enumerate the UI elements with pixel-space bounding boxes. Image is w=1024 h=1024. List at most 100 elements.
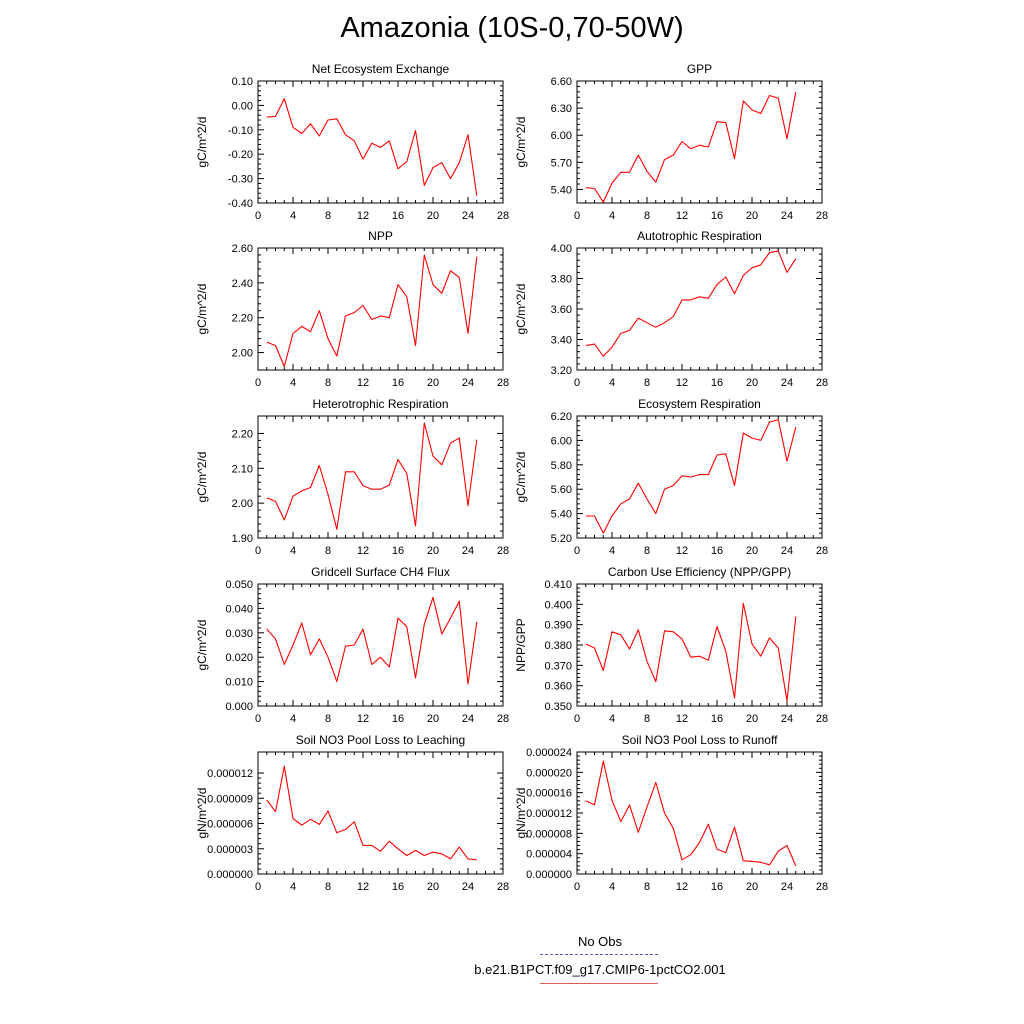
y-axis-label: NPP/GPP (514, 618, 528, 671)
y-tick-label: 0.000020 (526, 767, 572, 779)
y-axis-label: gC/m^2/d (195, 452, 209, 503)
y-tick-label: 0.010 (225, 677, 253, 689)
x-tick-label: 16 (392, 377, 404, 389)
series-line (585, 760, 797, 867)
plot-frame (257, 415, 504, 539)
y-tick-label: 5.60 (551, 484, 572, 496)
x-tick-label: 16 (392, 210, 404, 222)
panel-title: Soil NO3 Pool Loss to Leaching (296, 733, 465, 747)
y-tick-label: 5.40 (551, 184, 572, 196)
y-tick-label: 6.60 (551, 76, 572, 88)
y-tick-label: 5.20 (551, 533, 572, 545)
series-line (266, 765, 477, 861)
legend-case-label: b.e21.B1PCT.f09_g17.CMIP6-1pctCO2.001 (474, 962, 726, 977)
x-tick-label: 16 (711, 713, 723, 725)
chart-panel: GPP gC/m^2/d 0 4 8 12 16 20 24 28 6.60 6.30 6.00 5.70… (514, 62, 828, 222)
series-line (266, 596, 478, 685)
x-tick-label: 8 (325, 377, 331, 389)
plot-frame (257, 583, 504, 707)
y-tick-label: 0.000000 (526, 869, 572, 881)
x-tick-label: 28 (816, 545, 828, 557)
x-tick-label: 28 (497, 881, 509, 893)
x-tick-label: 20 (746, 210, 758, 222)
x-tick-label: 24 (462, 881, 474, 893)
x-tick-label: 16 (392, 545, 404, 557)
y-tick-label: 0.360 (544, 681, 572, 693)
x-tick-label: 8 (644, 210, 650, 222)
x-tick-label: 0 (255, 377, 261, 389)
y-axis-label: gN/m^2/d (514, 788, 528, 839)
y-tick-label: 0.400 (544, 599, 572, 611)
x-tick-label: 16 (711, 545, 723, 557)
y-tick-label: 0.410 (544, 579, 572, 591)
legend-obs-label: No Obs (577, 934, 623, 949)
y-tick-label: 5.40 (551, 509, 572, 521)
x-tick-label: 8 (325, 545, 331, 557)
x-tick-label: 8 (644, 377, 650, 389)
plot-frame (576, 415, 823, 539)
panel-title: Carbon Use Efficiency (NPP/GPP) (608, 565, 791, 579)
y-tick-label: 4.00 (551, 243, 572, 255)
series-line (266, 254, 478, 368)
chart-panel: Soil NO3 Pool Loss to Leaching gN/m^2/d 0 4… (195, 733, 509, 893)
x-tick-label: 0 (255, 545, 261, 557)
y-tick-label: 5.80 (551, 460, 572, 472)
x-tick-label: 16 (711, 377, 723, 389)
y-tick-label: 0.10 (232, 76, 253, 88)
x-tick-label: 4 (609, 713, 615, 725)
y-axis-label: gC/m^2/d (195, 284, 209, 335)
x-tick-label: 4 (609, 377, 615, 389)
y-axis-label: gC/m^2/d (514, 284, 528, 335)
panel-title: Gridcell Surface CH4 Flux (311, 565, 450, 579)
y-tick-label: 0.040 (225, 603, 253, 615)
panel-title: Ecosystem Respiration (638, 397, 761, 411)
series-line (266, 98, 478, 196)
x-tick-label: 4 (609, 545, 615, 557)
y-tick-label: 0.000012 (526, 808, 572, 820)
series-line (585, 419, 797, 534)
y-tick-label: 0.000000 (207, 869, 253, 881)
x-tick-label: 20 (746, 881, 758, 893)
x-tick-label: 4 (290, 713, 296, 725)
chart-panel: Soil NO3 Pool Loss to Runoff gN/m^2/d 0 4 8 1… (514, 733, 828, 893)
x-tick-label: 24 (781, 713, 793, 725)
y-tick-label: 2.00 (232, 348, 253, 360)
figure-title: Amazonia (10S-0,70-50W) (340, 12, 684, 44)
y-tick-label: 0.00 (232, 100, 253, 112)
x-tick-label: 4 (290, 377, 296, 389)
y-tick-label: 3.40 (551, 335, 572, 347)
y-tick-label: 2.10 (232, 463, 253, 475)
x-tick-label: 20 (746, 713, 758, 725)
y-tick-label: 6.00 (551, 435, 572, 447)
y-tick-label: -0.40 (228, 198, 253, 210)
x-tick-label: 4 (290, 210, 296, 222)
y-axis-label: gN/m^2/d (195, 788, 209, 839)
x-tick-label: 24 (781, 545, 793, 557)
x-tick-label: 0 (574, 713, 580, 725)
x-tick-label: 24 (462, 545, 474, 557)
y-axis-label: gC/m^2/d (514, 452, 528, 503)
x-tick-label: 24 (781, 210, 793, 222)
panel-title: Net Ecosystem Exchange (312, 62, 450, 76)
x-tick-label: 28 (497, 545, 509, 557)
x-tick-label: 12 (676, 713, 688, 725)
legend-obs-line (540, 954, 658, 955)
y-tick-label: 0.000006 (207, 819, 253, 831)
chart-panel: Gridcell Surface CH4 Flux gC/m^2/d 0 4 8 12 16… (195, 565, 509, 725)
x-tick-label: 12 (357, 881, 369, 893)
x-tick-label: 12 (357, 210, 369, 222)
y-tick-label: 0.000004 (526, 849, 572, 861)
y-tick-label: 0.390 (544, 620, 572, 632)
x-tick-label: 20 (427, 210, 439, 222)
x-tick-label: 12 (676, 377, 688, 389)
x-tick-label: 8 (644, 545, 650, 557)
x-tick-label: 0 (574, 545, 580, 557)
y-tick-label: 1.90 (232, 533, 253, 545)
y-tick-label: 0.000 (225, 701, 253, 713)
x-tick-label: 28 (497, 713, 509, 725)
x-tick-label: 20 (746, 545, 758, 557)
x-tick-label: 24 (462, 713, 474, 725)
y-tick-label: 6.00 (551, 130, 572, 142)
x-tick-label: 12 (676, 881, 688, 893)
